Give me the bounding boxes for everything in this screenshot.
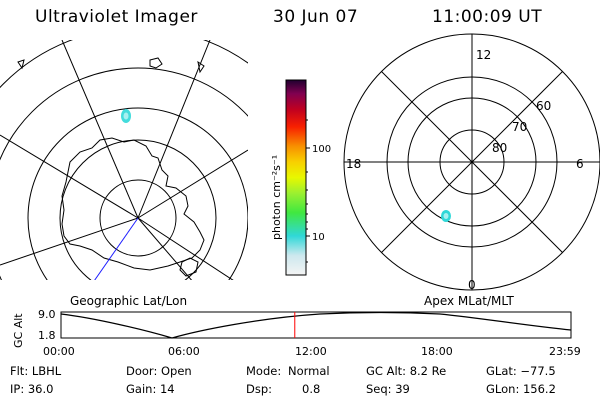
mlt-label-12: 12 [476, 48, 491, 62]
instrument-title: Ultraviolet Imager [35, 7, 198, 27]
latitude-circle [0, 67, 248, 280]
latitude-circle [27, 107, 248, 280]
timeline-xtick: 18:00 [421, 345, 453, 358]
gc-alt-info: GC Alt: 8.2 Re [366, 364, 447, 378]
timeline-ymax-label: 9.0 [38, 308, 56, 321]
colorbar [285, 79, 307, 276]
timeline-xtick: 00:00 [43, 345, 75, 358]
latitude-circle [99, 179, 177, 257]
colorbar-tick-label: 100 [312, 144, 331, 155]
mlat-label-80: 80 [492, 141, 507, 155]
seq-info: Seq: 39 [366, 382, 410, 396]
glon-info: GLon: 156.2 [486, 382, 556, 396]
filter-info: Flt: LBHL [10, 364, 62, 378]
coastline [179, 257, 199, 277]
latitude-circle [59, 139, 217, 280]
coastline [17, 57, 205, 74]
door-info: Door: Open [126, 364, 192, 378]
gain-info: Gain: 14 [126, 382, 175, 396]
mlt-label-0: 0 [468, 278, 476, 292]
mode-label: Mode: [246, 364, 282, 378]
dsp-value: 0.8 [302, 382, 321, 396]
timeline-ylabel: GC Alt [12, 313, 25, 348]
timeline-xtick: 23:59 [549, 345, 581, 358]
time-label: 11:00:09 UT [432, 7, 543, 27]
longitude-line [61, 40, 139, 219]
polar-plot [343, 33, 600, 291]
longitude-line [137, 217, 234, 280]
mlat-label-60: 60 [536, 99, 551, 113]
longitude-line [137, 149, 248, 219]
coastline [61, 137, 205, 271]
glat-info: GLat: −77.5 [486, 364, 556, 378]
colorbar-label: photon cm⁻²s⁻¹ [270, 155, 283, 240]
ip-info: IP: 36.0 [10, 382, 54, 396]
timeline-ymin-label: 1.8 [38, 329, 56, 342]
longitude-line [0, 134, 139, 219]
mlat-label-70: 70 [512, 120, 527, 134]
mlt-line-diagonal [381, 71, 563, 253]
mlt-label-6: 6 [576, 157, 584, 171]
dsp-label: Dsp: [246, 382, 273, 396]
timeline-xtick: 06:00 [168, 345, 200, 358]
colorbar-ticks [306, 119, 310, 263]
mode-value: Normal [288, 364, 330, 378]
colorbar-tick-label: 10 [312, 232, 325, 243]
longitude-line [137, 40, 211, 219]
mlt-label-18: 18 [346, 157, 361, 171]
aurora-spot-core [443, 213, 449, 219]
aurora-spot-core [123, 112, 129, 120]
altitude-curve [60, 311, 572, 339]
right-panel-label: Apex MLat/MLT [424, 294, 514, 308]
timeline-xtick: 12:00 [295, 345, 327, 358]
sun-meridian-line [94, 217, 139, 280]
date-label: 30 Jun 07 [273, 7, 359, 27]
timeline-box [60, 311, 572, 339]
left-panel-label: Geographic Lat/Lon [70, 294, 188, 308]
longitude-line [0, 217, 139, 266]
geographic-map [0, 40, 248, 280]
longitude-line [137, 217, 193, 280]
